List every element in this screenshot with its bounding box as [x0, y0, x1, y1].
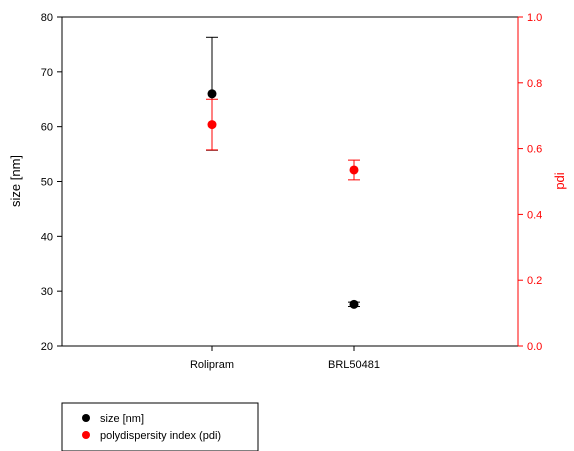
left-tick-label: 50 [41, 177, 53, 189]
right-tick-label: 0.0 [527, 341, 542, 353]
legend-box [61, 402, 259, 451]
plot-frame [61, 16, 519, 347]
legend-marker [82, 414, 90, 422]
left-tick-label: 60 [41, 122, 53, 134]
left-tick-label: 80 [41, 12, 53, 24]
legend-label: size [nm] [100, 413, 144, 425]
left-y-axis: 20 30 40 50 60 70 80 [41, 12, 62, 353]
right-y-axis: 0.0 0.2 0.4 0.6 0.8 1.0 [518, 12, 542, 353]
left-axis-label: size [nm] [8, 155, 23, 207]
data-marks [206, 36, 360, 309]
left-tick-label: 30 [41, 286, 53, 298]
pdi-point [207, 120, 217, 130]
pdi-point [349, 165, 359, 175]
legend-marker [82, 431, 90, 439]
right-tick-label: 0.8 [527, 78, 542, 90]
legend-label: polydispersity index (pdi) [100, 430, 221, 442]
left-tick-label: 70 [41, 67, 53, 79]
x-tick-label: BRL50481 [328, 359, 380, 371]
x-axis: Rolipram BRL50481 [190, 346, 380, 371]
size-point [207, 89, 217, 99]
legend: size [nm] polydispersity index (pdi) [61, 402, 259, 451]
left-tick-label: 40 [41, 231, 53, 243]
right-tick-label: 0.2 [527, 275, 542, 287]
x-tick-label: Rolipram [190, 359, 234, 371]
right-tick-label: 0.6 [527, 144, 542, 156]
right-tick-label: 0.4 [527, 209, 542, 221]
size-point [349, 299, 359, 309]
right-axis-label: pdi [552, 172, 567, 189]
left-tick-label: 20 [41, 341, 53, 353]
right-tick-label: 1.0 [527, 12, 542, 24]
